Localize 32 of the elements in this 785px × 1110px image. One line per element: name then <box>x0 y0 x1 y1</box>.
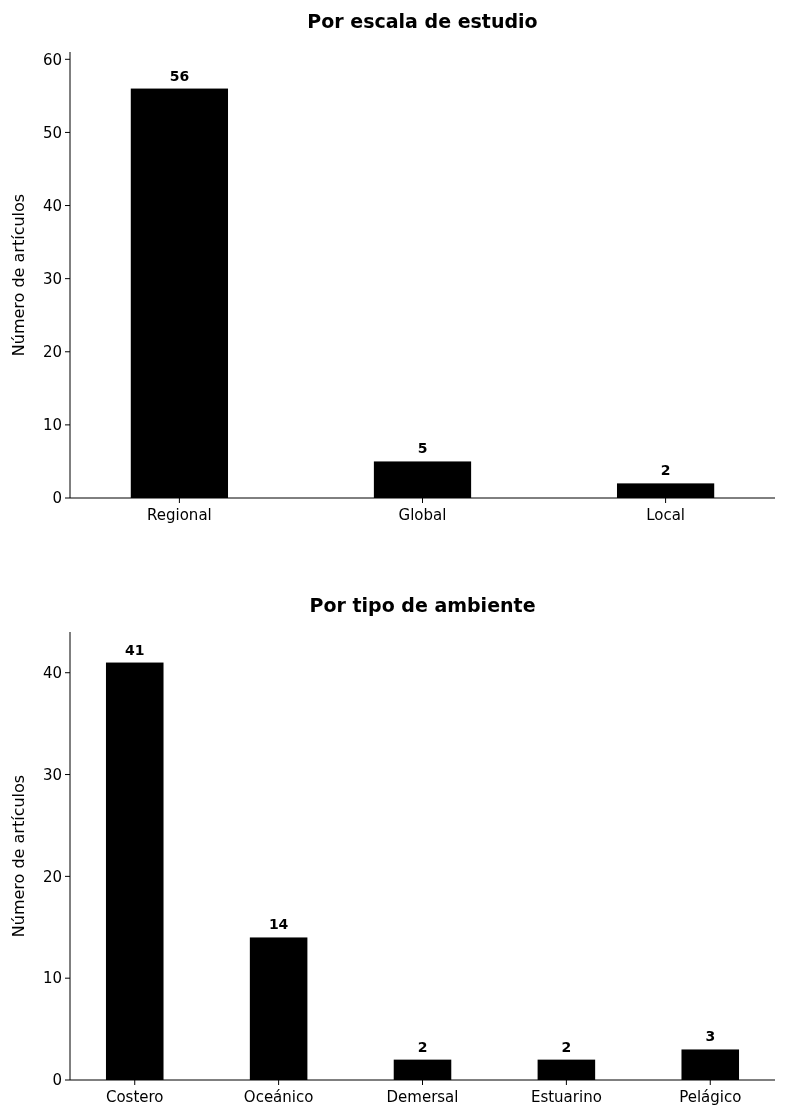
y-axis-title: Número de artículos <box>9 193 28 357</box>
data-label: 2 <box>561 1038 572 1055</box>
data-label: 5 <box>417 440 428 457</box>
y-tick-label: 10 <box>42 969 62 988</box>
x-tick-label: Global <box>398 506 447 524</box>
chart-title: Por tipo de ambiente <box>309 594 536 616</box>
x-tick-label: Regional <box>147 506 212 524</box>
chart-title: Por escala de estudio <box>307 10 538 32</box>
y-axis-title: Número de artículos <box>9 774 28 938</box>
x-tick-label: Local <box>646 506 686 524</box>
x-tick-label: Estuarino <box>530 1088 602 1106</box>
data-label: 56 <box>169 67 190 84</box>
y-tick-label: 40 <box>42 196 62 215</box>
x-tick-label: Costero <box>105 1088 164 1106</box>
y-tick-label: 60 <box>42 50 62 69</box>
y-tick-label: 30 <box>42 269 62 288</box>
x-tick-label: Demersal <box>386 1088 459 1106</box>
y-tick-label: 10 <box>42 416 62 435</box>
data-label: 3 <box>705 1028 716 1045</box>
x-tick-label: Pelágico <box>679 1088 742 1106</box>
data-label: 2 <box>660 462 671 479</box>
data-label: 2 <box>417 1038 428 1055</box>
y-tick-label: 0 <box>52 1071 62 1090</box>
data-label: 14 <box>268 916 289 933</box>
y-tick-label: 50 <box>42 123 62 142</box>
data-label: 41 <box>125 641 145 658</box>
y-tick-label: 0 <box>52 489 62 508</box>
y-tick-label: 20 <box>42 867 62 886</box>
y-tick-label: 40 <box>42 663 62 682</box>
x-tick-label: Oceánico <box>243 1088 314 1106</box>
y-tick-label: 20 <box>42 343 62 362</box>
y-tick-label: 30 <box>42 765 62 784</box>
